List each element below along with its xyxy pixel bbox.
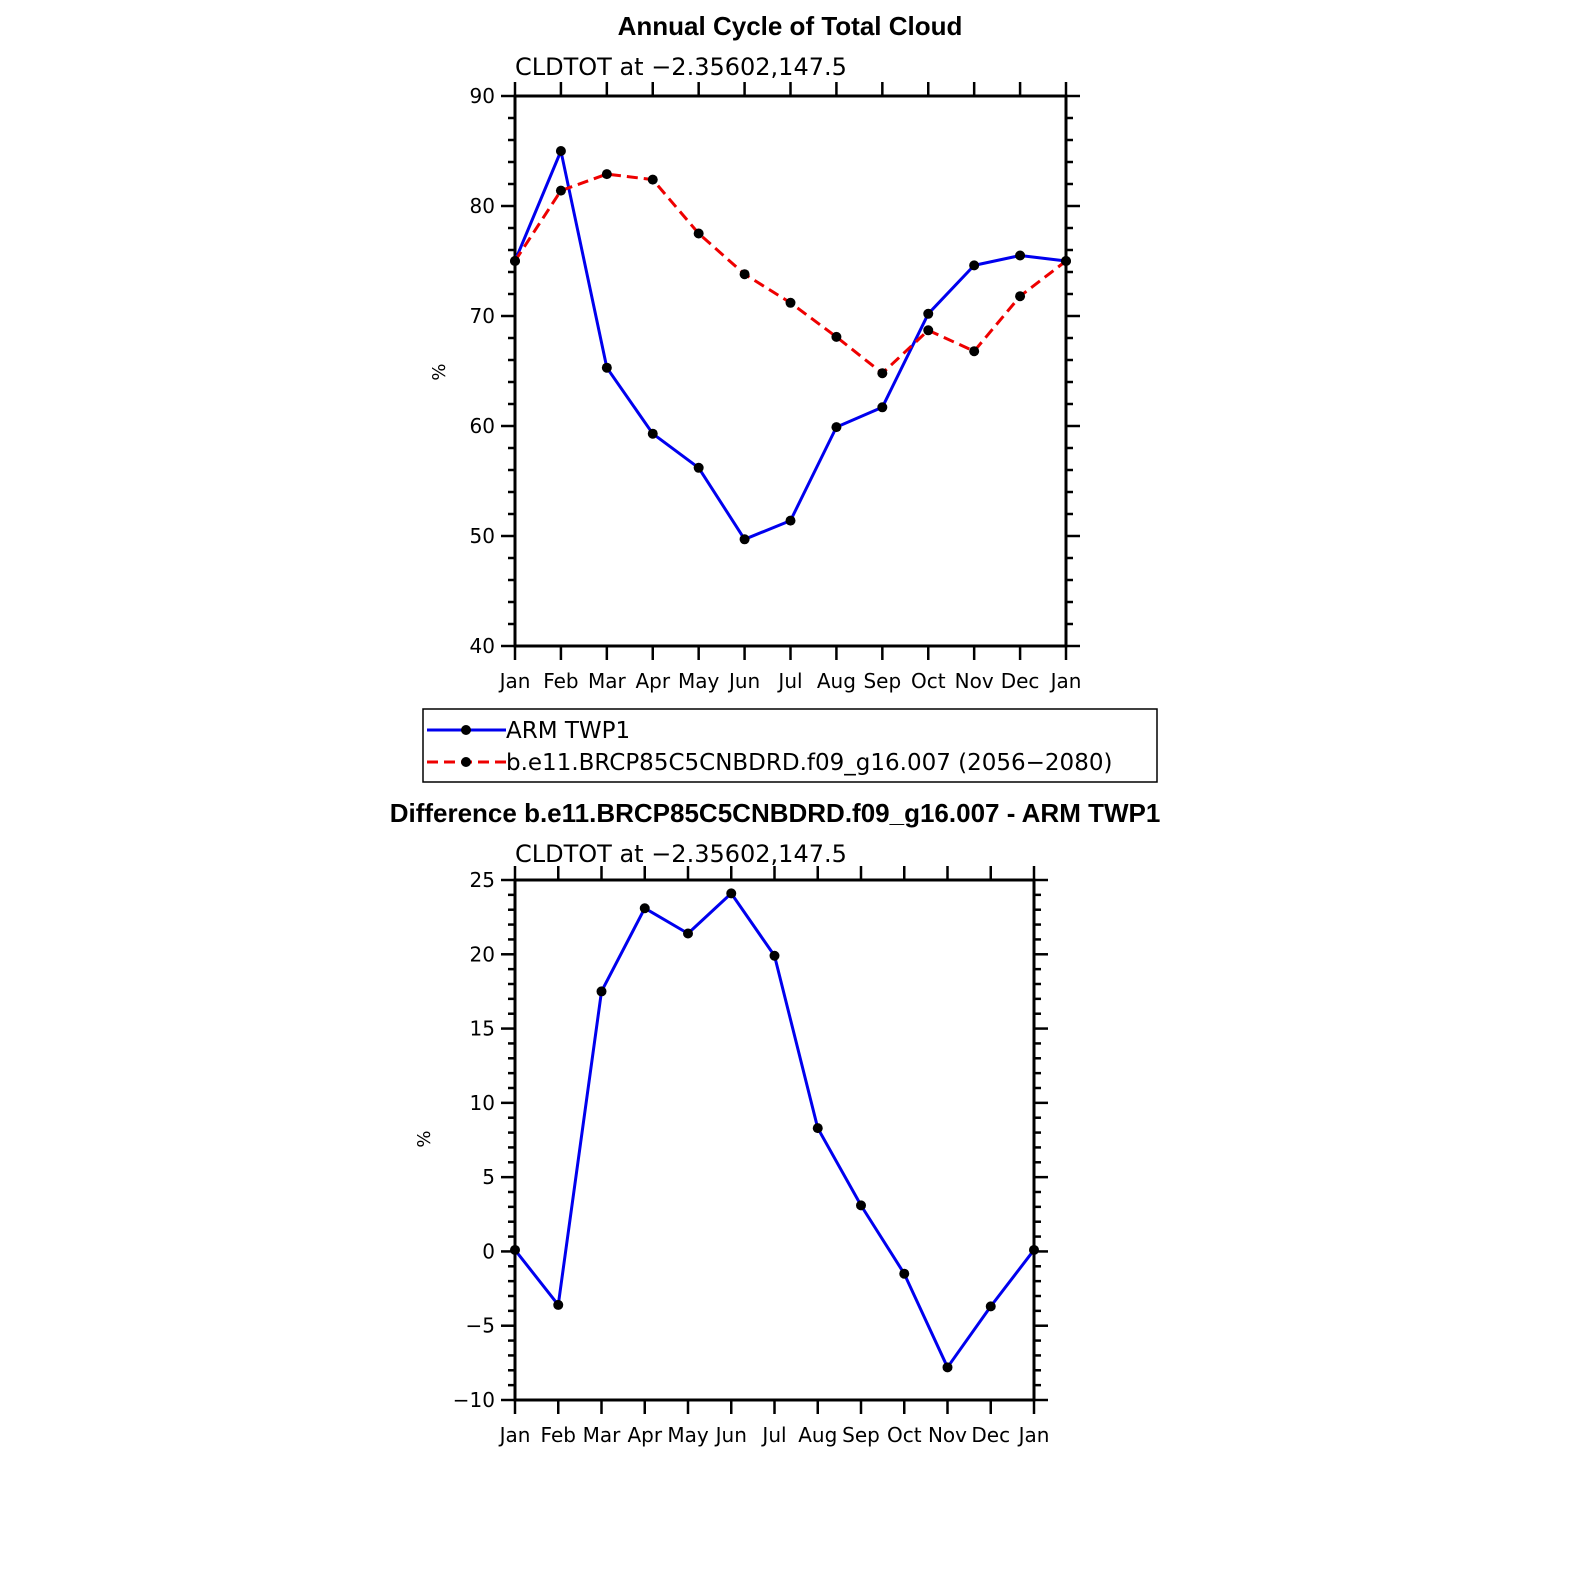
data-point-series-0 [877,402,888,413]
data-point-series-0 [899,1268,910,1279]
data-point-series-0 [942,1362,953,1373]
legend-label-model: b.e11.BRCP85C5CNBDRD.f09_g16.007 (2056−2… [506,750,1112,776]
data-point-series-0 [785,515,796,526]
x-tick-label: Nov [928,1423,967,1447]
x-tick-label: Aug [817,669,856,693]
data-point-series-0 [555,146,566,156]
x-tick-label: Mar [588,669,627,693]
data-point-series-0 [683,928,693,939]
y-axis-label: % [429,363,450,380]
legend-marker-model [461,757,471,767]
x-tick-label: Nov [955,669,994,693]
x-tick-label: Mar [583,1423,622,1447]
y-tick-label: 25 [470,868,495,892]
y-tick-label: 50 [470,524,495,548]
difference-chart: Difference b.e11.BRCP85C5CNBDRD.f09_g16.… [390,798,1161,1447]
y-tick-label: 60 [470,414,495,438]
series-line-0 [513,891,1036,1369]
y-tick-label: 40 [470,634,495,658]
data-point-series-0 [831,422,842,433]
x-tick-label: Jun [714,1423,747,1447]
y-tick-label: 15 [470,1017,495,1041]
x-tick-label: Jul [776,669,802,693]
x-tick-label: Jan [498,1423,531,1447]
y-axis-label: % [414,1130,435,1147]
x-tick-label: Aug [798,1423,837,1447]
data-point-series-1 [510,256,520,266]
data-point-series-1 [1015,291,1026,302]
data-point-series-0 [739,534,750,545]
x-tick-label: May [667,1423,709,1447]
x-tick-label: Dec [971,1423,1010,1447]
x-tick-label: Oct [887,1423,922,1447]
data-point-series-1 [877,368,888,379]
annual-cycle-chart: Annual Cycle of Total Cloud CLDTOT at −2… [422,11,1158,783]
y-tick-label: 5 [482,1165,495,1189]
data-point-series-0 [601,362,612,373]
y-tick-label: 10 [470,1091,495,1115]
series-line-1 [513,172,1067,375]
data-point-series-1 [601,169,612,180]
data-point-series-0 [553,1299,564,1310]
legend-entry-arm-twp1: ARM TWP1 [427,718,630,744]
data-point-series-1 [831,331,842,342]
data-point-series-0 [985,1301,996,1312]
series-line-0 [513,149,1067,541]
data-point-series-0 [769,950,780,961]
data-point-series-1 [647,174,658,185]
x-tick-label: Apr [627,1423,662,1447]
legend-marker-arm-twp1 [461,725,471,735]
data-point-series-1 [969,346,980,357]
x-tick-label: Apr [635,669,670,693]
data-point-series-1 [1061,256,1071,266]
legend: ARM TWP1 b.e11.BRCP85C5CNBDRD.f09_g16.00… [422,708,1158,783]
x-tick-label: Sep [842,1423,880,1447]
chart-subtitle: CLDTOT at −2.35602,147.5 [515,840,847,868]
data-point-series-1 [693,228,704,239]
y-tick-label: 90 [470,84,495,108]
data-point-series-0 [596,986,607,997]
x-tick-label: Jun [727,669,760,693]
data-point-series-1 [923,325,934,336]
y-tick-label: 0 [482,1239,495,1263]
chart-title: Difference b.e11.BRCP85C5CNBDRD.f09_g16.… [390,798,1161,828]
data-point-series-0 [1029,1244,1039,1255]
data-point-series-0 [693,462,704,473]
y-tick-label: −5 [466,1314,495,1338]
legend-box [422,708,1158,783]
data-point-series-0 [647,428,658,439]
data-point-series-1 [555,185,566,196]
x-tick-label: Jan [498,669,531,693]
y-tick-label: 70 [470,304,495,328]
data-point-series-1 [739,269,750,280]
x-tick-label: Jan [1017,1423,1050,1447]
data-point-series-0 [969,260,980,271]
data-point-series-0 [812,1123,823,1134]
legend-label-arm-twp1: ARM TWP1 [506,718,630,744]
data-point-series-0 [1015,250,1026,261]
chart-subtitle: CLDTOT at −2.35602,147.5 [515,53,847,81]
data-point-series-0 [726,888,737,899]
x-tick-label: Sep [863,669,901,693]
x-tick-label: Jan [1049,669,1082,693]
x-tick-label: May [678,669,720,693]
data-point-series-0 [510,1244,520,1255]
x-tick-label: Feb [543,669,578,693]
x-tick-label: Jul [760,1423,786,1447]
y-tick-label: 20 [470,942,495,966]
data-point-series-0 [639,903,650,914]
x-tick-label: Feb [541,1423,576,1447]
data-point-series-1 [785,297,796,308]
legend-entry-model: b.e11.BRCP85C5CNBDRD.f09_g16.007 (2056−2… [427,750,1112,776]
y-tick-label: 80 [470,194,495,218]
chart-title: Annual Cycle of Total Cloud [618,11,963,41]
y-tick-label: −10 [453,1388,495,1412]
data-point-series-0 [856,1200,866,1211]
x-tick-label: Oct [911,669,946,693]
data-point-series-0 [923,308,934,319]
x-tick-label: Dec [1001,669,1040,693]
